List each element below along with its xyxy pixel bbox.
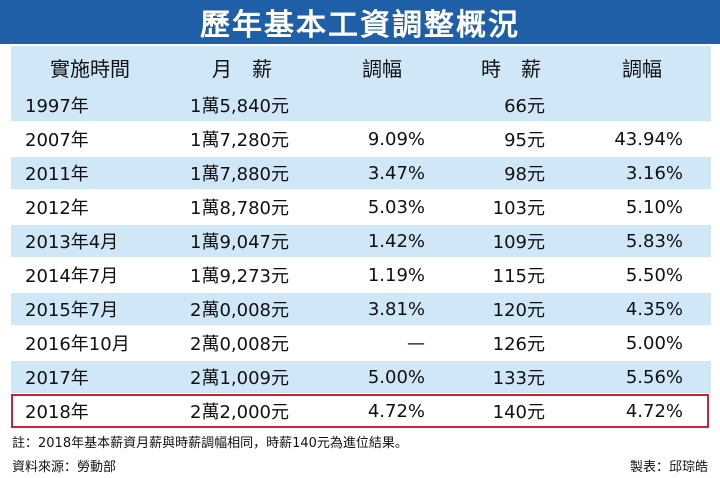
cell-monthly: 1萬9,273元 bbox=[169, 258, 315, 292]
footnote: 註：2018年基本薪資月薪與時薪調幅相同，時薪140元為進位結果。 bbox=[12, 436, 408, 451]
cell-monthly-rate: 1.19% bbox=[315, 258, 449, 292]
table-row: 2011年 1萬7,880元 3.47% 98元 3.16% bbox=[11, 156, 711, 190]
cell-hourly-rate: 4.72% bbox=[573, 394, 711, 428]
cell-monthly: 2萬1,009元 bbox=[169, 360, 315, 394]
cell-hourly-rate: 4.35% bbox=[573, 292, 711, 326]
table-row: 2007年 1萬7,280元 9.09% 95元 43.94% bbox=[11, 122, 711, 156]
cell-monthly: 2萬2,000元 bbox=[169, 394, 315, 428]
table-row: 2015年7月 2萬0,008元 3.81% 120元 4.35% bbox=[11, 292, 711, 326]
cell-hourly: 133元 bbox=[449, 360, 573, 394]
table-row: 2013年4月 1萬9,047元 1.42% 109元 5.83% bbox=[11, 224, 711, 258]
cell-monthly: 2萬0,008元 bbox=[169, 326, 315, 360]
cell-monthly-rate: 3.47% bbox=[315, 156, 449, 190]
cell-hourly-rate: 5.10% bbox=[573, 190, 711, 224]
cell-hourly: 95元 bbox=[449, 122, 573, 156]
cell-time: 2017年 bbox=[11, 360, 169, 394]
header-hourly-rate: 調幅 bbox=[573, 46, 711, 88]
cell-hourly: 98元 bbox=[449, 156, 573, 190]
cell-hourly: 120元 bbox=[449, 292, 573, 326]
cell-hourly: 103元 bbox=[449, 190, 573, 224]
cell-hourly-rate: 5.56% bbox=[573, 360, 711, 394]
cell-monthly-rate: 9.09% bbox=[315, 122, 449, 156]
cell-monthly-rate: 5.03% bbox=[315, 190, 449, 224]
cell-monthly-rate bbox=[315, 88, 449, 122]
cell-time: 2012年 bbox=[11, 190, 169, 224]
cell-time: 2015年7月 bbox=[11, 292, 169, 326]
table-row: 2017年 2萬1,009元 5.00% 133元 5.56% bbox=[11, 360, 711, 394]
table-row: 1997年 1萬5,840元 66元 bbox=[11, 88, 711, 122]
cell-monthly-rate: 4.72% bbox=[315, 394, 449, 428]
cell-hourly: 66元 bbox=[449, 88, 573, 122]
cell-hourly-rate: 5.83% bbox=[573, 224, 711, 258]
header-time: 實施時間 bbox=[11, 46, 169, 88]
table-header-row: 實施時間 月 薪 調幅 時 薪 調幅 bbox=[11, 46, 711, 88]
cell-monthly-rate: 3.81% bbox=[315, 292, 449, 326]
cell-hourly-rate: 3.16% bbox=[573, 156, 711, 190]
cell-hourly-rate: 5.00% bbox=[573, 326, 711, 360]
cell-hourly-rate bbox=[573, 88, 711, 122]
cell-monthly: 1萬9,047元 bbox=[169, 224, 315, 258]
cell-hourly: 126元 bbox=[449, 326, 573, 360]
cell-monthly: 2萬0,008元 bbox=[169, 292, 315, 326]
header-monthly-rate: 調幅 bbox=[315, 46, 449, 88]
cell-hourly: 109元 bbox=[449, 224, 573, 258]
cell-time: 2011年 bbox=[11, 156, 169, 190]
cell-hourly-rate: 43.94% bbox=[573, 122, 711, 156]
cell-hourly-rate: 5.50% bbox=[573, 258, 711, 292]
cell-monthly: 1萬7,880元 bbox=[169, 156, 315, 190]
cell-monthly: 1萬7,280元 bbox=[169, 122, 315, 156]
table-row: 2018年 2萬2,000元 4.72% 140元 4.72% bbox=[11, 394, 711, 428]
cell-hourly: 115元 bbox=[449, 258, 573, 292]
cell-monthly: 1萬8,780元 bbox=[169, 190, 315, 224]
table-row: 2012年 1萬8,780元 5.03% 103元 5.10% bbox=[11, 190, 711, 224]
cell-time: 2018年 bbox=[11, 394, 169, 428]
cell-time: 2013年4月 bbox=[11, 224, 169, 258]
cell-monthly-rate: 5.00% bbox=[315, 360, 449, 394]
title-bar: 歷年基本工資調整概況 bbox=[0, 0, 720, 44]
table-body: 1997年 1萬5,840元 66元 2007年 1萬7,280元 9.09% 95元 43.… bbox=[11, 88, 711, 428]
table-author: 製表：邱琮皓 bbox=[629, 460, 708, 475]
cell-time: 1997年 bbox=[11, 88, 169, 122]
cell-time: 2007年 bbox=[11, 122, 169, 156]
header-hourly: 時 薪 bbox=[449, 46, 573, 88]
data-source: 資料來源：勞動部 bbox=[12, 460, 117, 475]
cell-monthly: 1萬5,840元 bbox=[169, 88, 315, 122]
cell-hourly: 140元 bbox=[449, 394, 573, 428]
wage-table: 實施時間 月 薪 調幅 時 薪 調幅 1997年 1萬5,840元 66元 2007年… bbox=[11, 46, 711, 429]
wage-table-container: 實施時間 月 薪 調幅 時 薪 調幅 1997年 1萬5,840元 66元 2007年… bbox=[11, 46, 711, 429]
cell-time: 2014年7月 bbox=[11, 258, 169, 292]
table-row: 2014年7月 1萬9,273元 1.19% 115元 5.50% bbox=[11, 258, 711, 292]
header-monthly: 月 薪 bbox=[169, 46, 315, 88]
cell-monthly-rate: 1.42% bbox=[315, 224, 449, 258]
cell-monthly-rate: — bbox=[315, 326, 449, 360]
table-row: 2016年10月 2萬0,008元 —126元 5.00% bbox=[11, 326, 711, 360]
highlight-2018-box bbox=[11, 394, 709, 428]
cell-time: 2016年10月 bbox=[11, 326, 169, 360]
page-title: 歷年基本工資調整概況 bbox=[200, 8, 520, 43]
